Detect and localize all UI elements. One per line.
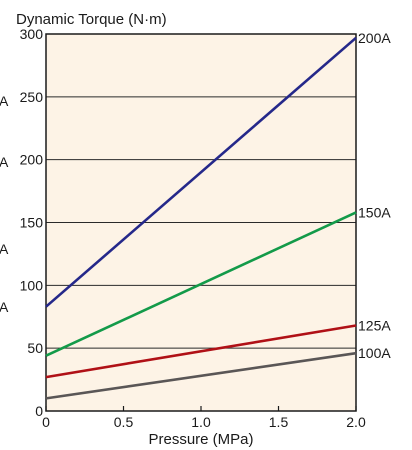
left-edge-labels: A A A A: [0, 93, 9, 315]
y-tick-label: 50: [27, 340, 43, 356]
series-label-200a: 200A: [358, 30, 391, 46]
series-line-125a: [45, 324, 357, 379]
left-edge-label: A: [0, 93, 9, 109]
series-label-150a: 150A: [358, 204, 391, 220]
y-tick-label: 250: [20, 89, 44, 105]
y-axis-ticks: 0 50 100 150 200 250 300: [20, 26, 44, 419]
y-tick-label: 100: [20, 277, 44, 293]
x-tick-label: 1.5: [269, 414, 289, 430]
x-axis-label: Pressure (MPa): [148, 431, 253, 448]
chart-title: Dynamic Torque (N·m): [16, 11, 167, 28]
y-tick-label: 200: [20, 152, 44, 168]
x-axis-ticks: 0 0.5 1.0 1.5 2.0: [42, 406, 366, 430]
left-edge-label: A: [0, 154, 9, 170]
series-line-150a: [45, 211, 357, 357]
x-tick-label: 2.0: [346, 414, 366, 430]
x-tick-label: 0: [42, 414, 50, 430]
y-tick-label: 150: [20, 215, 44, 231]
series-line-100a: [45, 351, 357, 400]
series-label-100a: 100A: [358, 345, 391, 361]
left-edge-label: A: [0, 299, 9, 315]
series-lines: [45, 36, 357, 400]
series-line-200a: [45, 36, 357, 308]
series-label-125a: 125A: [358, 318, 391, 334]
x-tick-label: 1.0: [191, 414, 211, 430]
y-tick-label: 300: [20, 26, 44, 42]
y-tick-label: 0: [35, 403, 43, 419]
left-edge-label: A: [0, 241, 9, 257]
series-labels: 200A 150A 125A 100A: [358, 30, 391, 361]
x-tick-label: 0.5: [114, 414, 134, 430]
